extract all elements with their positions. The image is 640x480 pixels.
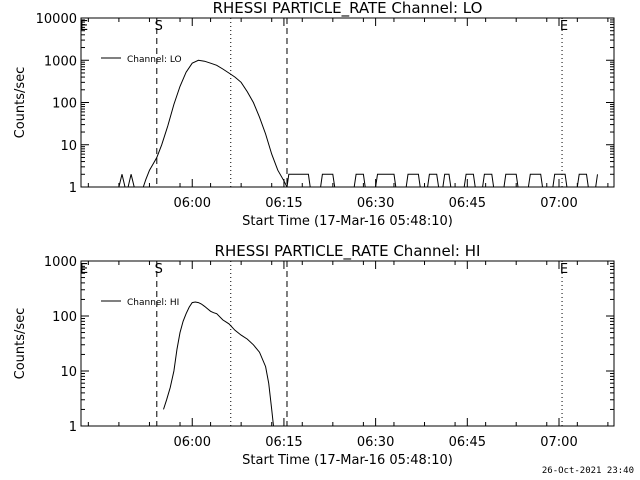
marker-label-e: E <box>560 262 568 277</box>
chart-title: RHESSI PARTICLE_RATE Channel: LO <box>213 0 483 18</box>
x-tick-label: 07:00 <box>540 435 577 450</box>
x-axis-label: Start Time (17-Mar-16 05:48:10) <box>242 214 453 229</box>
y-tick-label: 1000 <box>44 54 77 69</box>
y-axis-label: Counts/sec <box>13 308 28 380</box>
legend-label: Channel: HI <box>127 298 179 308</box>
marker-label-e: E <box>560 19 568 34</box>
y-tick-label: 10000 <box>36 12 77 27</box>
y-tick-label: 100 <box>52 97 77 112</box>
x-axis-label: Start Time (17-Mar-16 05:48:10) <box>242 453 453 468</box>
x-tick-label: 06:15 <box>265 435 302 450</box>
x-tick-label: 06:45 <box>449 196 486 211</box>
series-line-channel-lo <box>142 59 288 188</box>
marker-label-s: S <box>155 262 163 277</box>
marker-label-s: S <box>155 19 163 34</box>
plot-frame <box>80 17 615 188</box>
chart-title: RHESSI PARTICLE_RATE Channel: HI <box>215 242 481 261</box>
y-tick-label: 1000 <box>44 255 77 270</box>
series-line-noise <box>286 173 598 188</box>
y-axis-label: Counts/sec <box>13 67 28 139</box>
series-line-channel-hi <box>163 301 274 427</box>
legend-label: Channel: LO <box>127 55 182 65</box>
series-line-flicker <box>118 174 138 188</box>
x-tick-label: 06:30 <box>357 435 394 450</box>
x-tick-label: 06:00 <box>174 435 211 450</box>
timestamp: 26-Oct-2021 23:40 <box>541 466 634 476</box>
x-tick-label: 06:45 <box>449 435 486 450</box>
corner-marker-label: E <box>80 19 88 34</box>
x-tick-label: 07:00 <box>540 196 577 211</box>
plot-frame <box>80 260 615 427</box>
chart-panel-2 <box>80 260 615 427</box>
x-tick-label: 06:15 <box>265 196 302 211</box>
y-tick-label: 10 <box>60 139 77 154</box>
corner-marker-label: E <box>80 262 88 277</box>
y-tick-label: 1 <box>69 181 77 196</box>
y-tick-label: 1 <box>69 420 77 435</box>
x-tick-label: 06:00 <box>174 196 211 211</box>
y-tick-label: 10 <box>60 365 77 380</box>
y-tick-label: 100 <box>52 310 77 325</box>
x-tick-label: 06:30 <box>357 196 394 211</box>
chart-panel-1 <box>80 17 615 188</box>
